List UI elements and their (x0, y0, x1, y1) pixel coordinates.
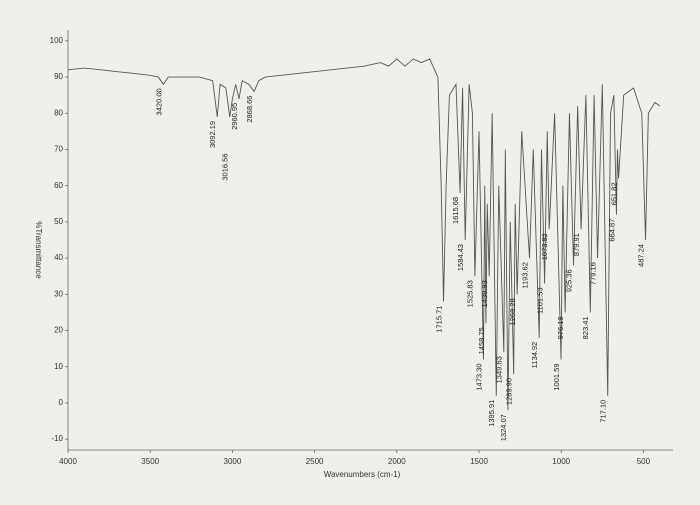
y-tick-label: 10 (54, 362, 63, 371)
y-tick-label: 90 (54, 72, 63, 81)
x-tick-label: 2500 (306, 457, 324, 466)
y-tick-label: 20 (54, 326, 63, 335)
peak-label: 717.10 (599, 400, 608, 423)
peak-label: 779.16 (588, 262, 597, 285)
y-tick-label: 80 (54, 108, 63, 117)
y-tick-label: 0 (59, 398, 64, 407)
x-tick-label: 3500 (141, 457, 159, 466)
peak-label: 1715.71 (435, 306, 444, 333)
peak-label: 1438.93 (480, 280, 489, 307)
y-tick-label: 70 (54, 145, 63, 154)
peak-label: 3092.19 (208, 121, 217, 148)
peak-label: 651.82 (609, 182, 618, 205)
peak-label: 1073.82 (540, 233, 549, 260)
x-axis-label: Wavenumbers (cm-1) (324, 470, 401, 479)
peak-label: 1134.92 (530, 342, 539, 369)
y-axis-label: %Transmittance (34, 221, 43, 279)
x-tick-label: 500 (637, 457, 651, 466)
peak-label: 487.24 (636, 244, 645, 267)
x-tick-label: 4000 (59, 457, 77, 466)
peak-label: 1473.30 (474, 363, 483, 390)
peak-label: 1525.83 (466, 280, 475, 307)
peak-label: 823.41 (581, 316, 590, 339)
x-tick-label: 1000 (552, 457, 570, 466)
x-tick-label: 2000 (388, 457, 406, 466)
y-tick-label: 60 (54, 181, 63, 190)
peak-label: 1324.07 (499, 414, 508, 441)
y-tick-label: -10 (51, 434, 63, 443)
y-tick-label: 40 (54, 253, 63, 262)
peak-label: 3420.00 (154, 88, 163, 115)
peak-label: 664.87 (607, 219, 616, 242)
peak-label: 879.91 (572, 233, 581, 256)
peak-label: 3016.56 (221, 153, 230, 180)
peak-label: 925.36 (564, 269, 573, 292)
peak-label: 1584.43 (456, 244, 465, 271)
x-tick-label: 3000 (224, 457, 242, 466)
peak-label: 1101.53 (535, 287, 544, 314)
peak-label: 1001.59 (552, 363, 561, 390)
spectrum-line (67, 58, 661, 411)
peak-label: 976.19 (556, 316, 565, 339)
y-tick-label: 50 (54, 217, 63, 226)
peak-label: 1615.68 (451, 197, 460, 224)
x-tick-label: 1500 (470, 457, 488, 466)
peak-label: 1349.63 (495, 356, 504, 383)
peak-label: 1193.62 (520, 262, 529, 289)
peak-label: 1268.28 (508, 298, 517, 325)
y-tick-label: 30 (54, 289, 63, 298)
peak-label: 2868.66 (245, 96, 254, 123)
peak-label: 1458.75 (477, 327, 486, 354)
peak-label: 2960.95 (230, 103, 239, 130)
y-tick-label: 100 (50, 36, 64, 45)
peak-label: 1289.90 (505, 378, 514, 405)
peak-label: 1395.91 (487, 400, 496, 427)
